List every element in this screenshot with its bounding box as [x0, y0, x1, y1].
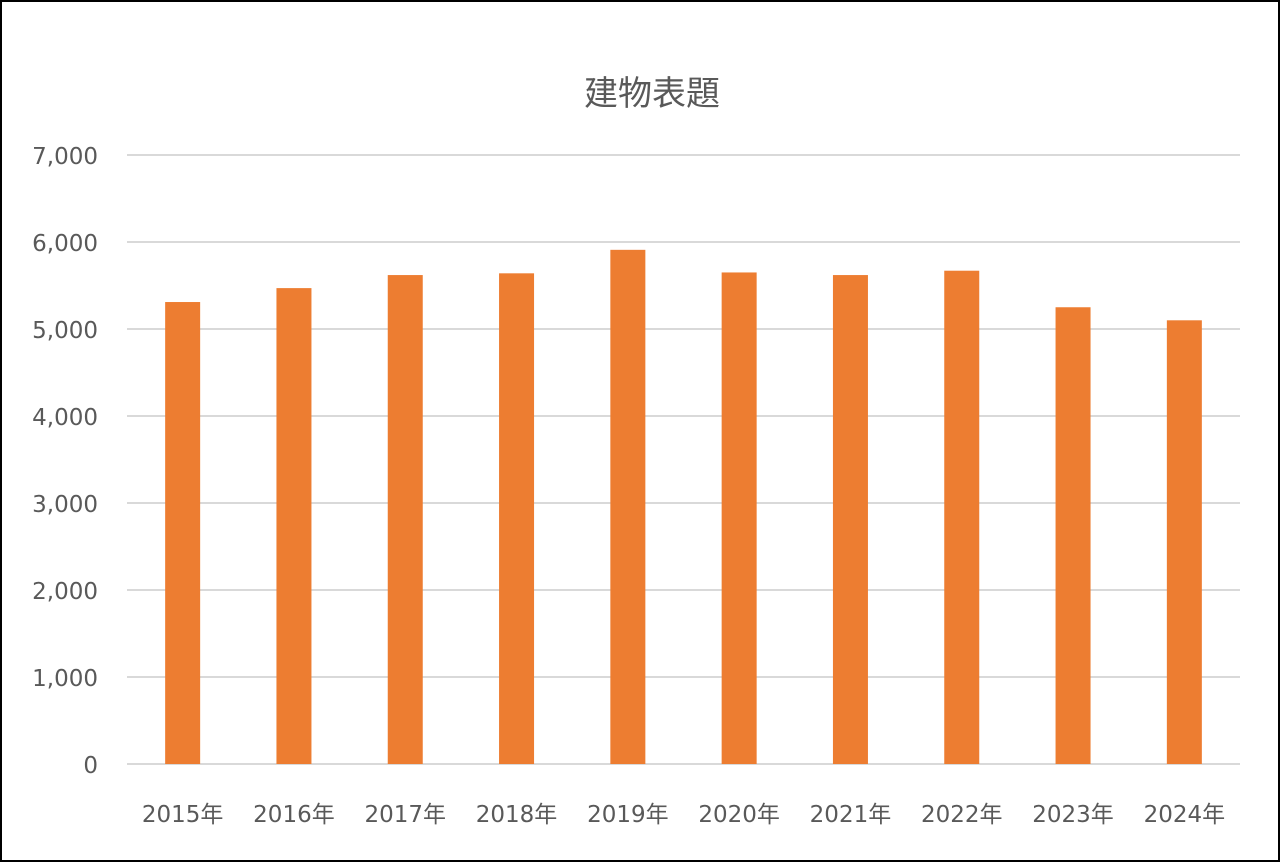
- x-tick-label: 2018年: [476, 802, 558, 828]
- bar: [1055, 307, 1091, 764]
- x-axis-ticks: 2015年 2016年 2017年 2018年 2019年 2020年 2021年 2022年…: [142, 802, 1225, 828]
- bar: [944, 270, 980, 764]
- x-tick-label: 2021年: [810, 802, 892, 828]
- y-tick-label: 6,000: [32, 231, 98, 257]
- x-tick-label: 2015年: [142, 802, 224, 828]
- bar: [276, 288, 312, 764]
- y-tick-label: 3,000: [32, 492, 98, 518]
- x-tick-label: 2017年: [364, 802, 446, 828]
- x-tick-label: 2023年: [1032, 802, 1114, 828]
- bar: [499, 273, 535, 764]
- x-tick-label: 2022年: [921, 802, 1003, 828]
- y-tick-label: 7,000: [32, 144, 98, 170]
- y-tick-label: 1,000: [32, 666, 98, 692]
- y-tick-label: 4,000: [32, 405, 98, 431]
- bars: [165, 249, 1202, 764]
- y-tick-label: 2,000: [32, 579, 98, 605]
- chart-title: 建物表題: [584, 74, 720, 114]
- bar: [387, 275, 423, 764]
- bar: [1166, 320, 1202, 764]
- bar: [610, 249, 646, 764]
- bar: [832, 275, 868, 764]
- x-tick-label: 2020年: [698, 802, 780, 828]
- x-tick-label: 2016年: [253, 802, 335, 828]
- y-tick-label: 5,000: [32, 318, 98, 344]
- y-tick-label: 0: [83, 753, 98, 779]
- bar: [165, 302, 201, 764]
- y-axis-ticks: 0 1,000 2,000 3,000 4,000 5,000 6,000 7,000: [32, 144, 98, 779]
- x-tick-label: 2024年: [1144, 802, 1226, 828]
- bar: [721, 272, 757, 764]
- gridlines: [127, 154, 1240, 765]
- x-tick-label: 2019年: [587, 802, 669, 828]
